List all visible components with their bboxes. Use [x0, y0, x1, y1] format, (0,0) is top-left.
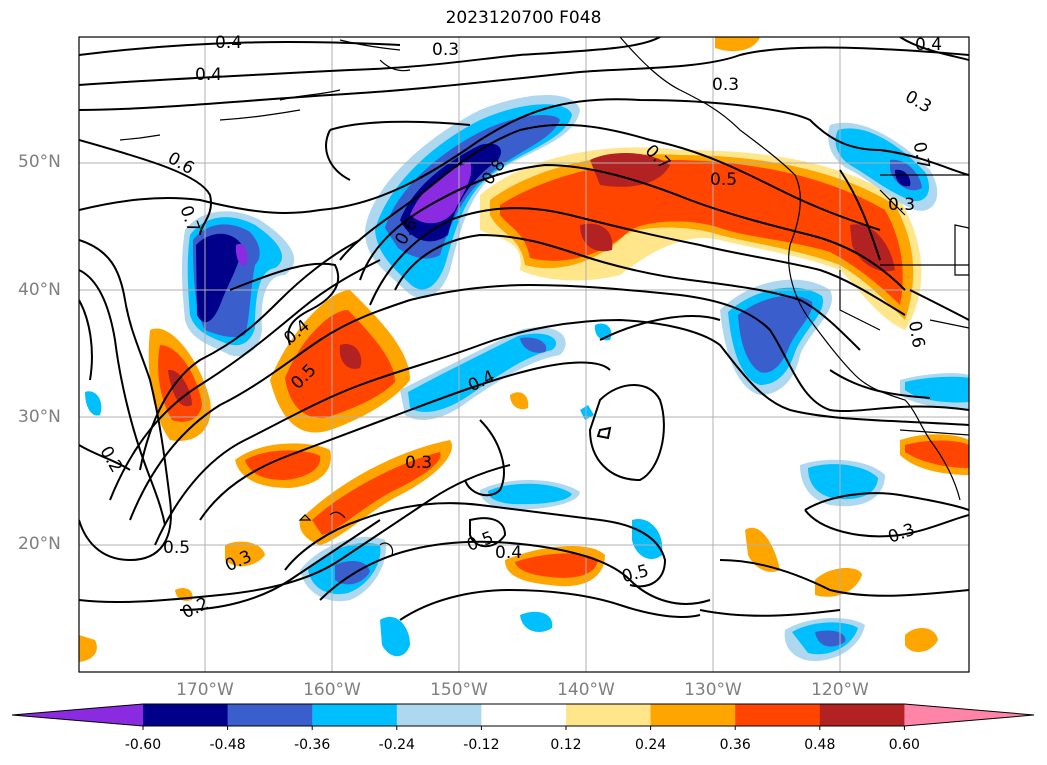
map-title: 2023120700 F048	[445, 8, 602, 28]
contour-label: 0.3	[902, 87, 935, 118]
negative-anomaly-blob	[408, 333, 557, 412]
positive-anomaly-blob	[500, 160, 903, 305]
contour-label: 0.4	[495, 543, 522, 563]
contour-label: 0.2	[95, 443, 126, 476]
colorbar-tick-label: 0.24	[635, 737, 667, 753]
positive-anomaly-blob	[745, 527, 780, 572]
contour-label: 0.4	[195, 65, 222, 85]
positive-anomaly-blob	[905, 440, 969, 468]
coastlines	[119, 37, 969, 556]
colorbar-tick-label: -0.24	[378, 737, 415, 753]
negative-anomaly-blob	[520, 337, 547, 353]
lon-label-160w: 160°W	[303, 680, 361, 700]
positive-anomaly-blob	[339, 344, 362, 369]
contour-label: 0.5	[620, 561, 651, 587]
colorbar-tick-label: 0.60	[888, 737, 920, 753]
positive-anomaly-blob	[312, 452, 441, 535]
contour-label: 0.3	[888, 195, 915, 215]
colorbar-segment	[566, 704, 652, 726]
colorbar-tick-label: 0.12	[550, 737, 582, 753]
positive-anomaly-blob	[510, 392, 529, 410]
positive-anomaly-blob	[715, 37, 760, 52]
colorbar-tick-label: -0.60	[124, 737, 162, 753]
negative-anomaly-blob	[335, 560, 370, 585]
lat-label-50n: 50°N	[18, 152, 61, 172]
colorbar-tick-label: 0.36	[719, 737, 751, 753]
contour-label: 0.3	[432, 40, 459, 60]
positive-anomaly-blob	[168, 369, 192, 407]
positive-anomaly-blob	[905, 628, 938, 652]
negative-anomaly-blob	[520, 611, 553, 632]
negative-anomaly-blob	[488, 483, 572, 505]
lat-label-30n: 30°N	[18, 407, 61, 427]
negative-anomaly-blob	[380, 616, 410, 657]
negative-anomaly-blob	[808, 464, 878, 500]
colorbar-tick-label: -0.12	[463, 737, 500, 753]
lon-label-120w: 120°W	[811, 680, 869, 700]
graticule	[79, 37, 969, 672]
colorbar-segment	[735, 704, 821, 726]
negative-anomaly-blob	[580, 405, 594, 420]
contour-label: 0.5	[710, 170, 737, 190]
colorbar-tick-label: 0.48	[804, 737, 836, 753]
contour-label: 0.5	[163, 538, 190, 558]
contour-label: 0.6	[164, 148, 197, 179]
negative-anomaly-blob	[738, 295, 813, 373]
lat-label-40n: 40°N	[18, 280, 61, 300]
colorbar-segment	[650, 704, 736, 726]
negative-anomaly-blob	[235, 243, 248, 266]
negative-anomaly-blob	[895, 169, 911, 187]
contour-label: 0.3	[886, 520, 918, 548]
colorbar-segment	[396, 704, 482, 726]
positive-anomaly-blob	[245, 450, 321, 480]
contour-label: 0.7	[909, 140, 933, 170]
colorbar-tick-label: -0.48	[209, 737, 246, 753]
colorbar-left-extend	[12, 704, 143, 726]
contour-label: 0.3	[405, 453, 432, 473]
contour-lines	[79, 37, 969, 621]
colorbar-segment	[312, 704, 398, 726]
colorbar-right-extend	[904, 704, 1034, 726]
negative-anomaly-blob	[196, 233, 242, 323]
plot-frame	[78, 36, 970, 673]
negative-anomaly-blob	[815, 630, 846, 647]
contour-label: 0.3	[712, 75, 739, 95]
lon-label-130w: 130°W	[684, 680, 742, 700]
positive-anomaly-blob	[79, 635, 97, 662]
contour-label: 0.4	[215, 33, 242, 53]
lon-label-150w: 150°W	[430, 680, 488, 700]
positive-anomaly-blob	[285, 310, 395, 419]
shaded-fields	[79, 37, 969, 662]
negative-anomaly-blob	[85, 391, 102, 416]
colorbar-tick-label: -0.36	[294, 737, 331, 753]
positive-anomaly-blob	[515, 553, 598, 578]
colorbar-segment	[819, 704, 905, 726]
lon-label-170w: 170°W	[176, 680, 234, 700]
colorbar-segment	[481, 704, 567, 726]
contour-label: 0.4	[915, 35, 942, 55]
positive-anomaly-blob	[580, 153, 895, 272]
positive-anomaly-blob	[815, 568, 862, 597]
colorbar-segment	[143, 704, 229, 726]
contour-label: 0.6	[904, 319, 928, 349]
lat-label-20n: 20°N	[18, 534, 61, 554]
positive-anomaly-blob	[225, 541, 265, 567]
colorbar	[11, 703, 1035, 730]
negative-anomaly-blob	[905, 376, 969, 403]
negative-anomaly-blob	[632, 519, 663, 560]
colorbar-segment	[227, 704, 313, 726]
lon-label-140w: 140°W	[557, 680, 615, 700]
